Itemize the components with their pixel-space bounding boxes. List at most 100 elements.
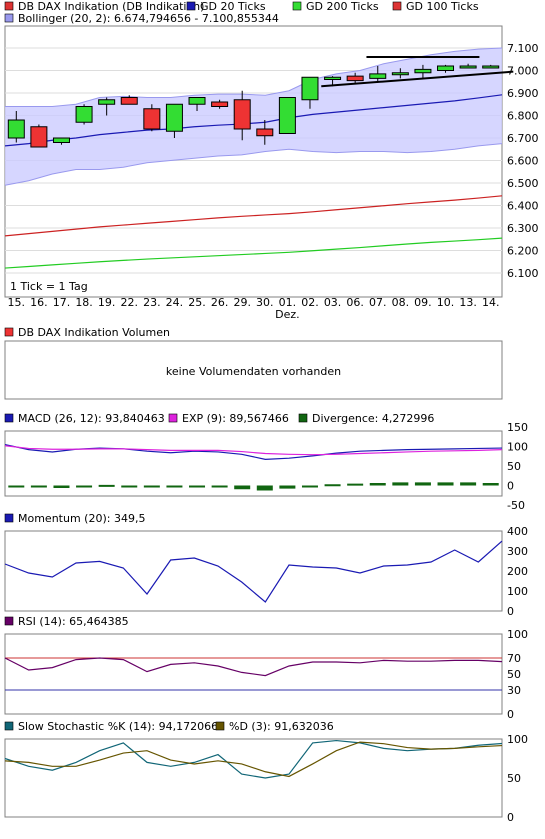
divergence-bar (369, 483, 386, 486)
x-tick-label: 26. (211, 296, 229, 309)
rsi-ref-label-70: 70 (507, 652, 521, 665)
rsi-legend-0-swatch (4, 616, 14, 626)
divergence-bar (414, 482, 431, 486)
candle-body (278, 97, 296, 134)
main-y-tick: 6.100 (507, 267, 539, 280)
volume-panel (4, 340, 503, 400)
divergence-bar (30, 485, 47, 488)
x-tick-label: 03. (324, 296, 342, 309)
x-tick-label: 30. (256, 296, 274, 309)
divergence-bar (392, 482, 409, 486)
gd200-line (4, 237, 503, 269)
stoch-k-line (4, 739, 503, 779)
main-y-tick: 6.700 (507, 132, 539, 145)
gd100-line (4, 195, 503, 237)
candle-body (437, 65, 455, 71)
x-tick-label: 17. (53, 296, 71, 309)
gd20-line (4, 94, 503, 147)
main-legend-1-label: GD 20 Ticks (200, 0, 266, 13)
main-legend-2-label: GD 200 Ticks (306, 0, 379, 13)
candle-body (324, 76, 342, 80)
candle-body (188, 97, 206, 105)
x-tick-label: 25. (188, 296, 206, 309)
main-legend-0-swatch (4, 1, 14, 11)
tick-note: 1 Tick = 1 Tag (10, 280, 88, 293)
x-tick-label: 07. (369, 296, 387, 309)
momentum-y-tick: 400 (507, 525, 528, 538)
candle-body (7, 119, 25, 139)
divergence-bar (482, 483, 499, 486)
macd-y-tick: -50 (507, 499, 525, 512)
x-tick-label: 16. (30, 296, 48, 309)
candle-body (459, 65, 477, 69)
divergence-bar (98, 484, 115, 487)
rsi-ref-label-30: 30 (507, 684, 521, 697)
divergence-bar (8, 485, 25, 488)
macd-legend-1-label: EXP (9): 89,567466 (182, 412, 289, 425)
main-legend-3-swatch (392, 1, 402, 11)
divergence-bar (460, 482, 477, 486)
bollinger-legend-swatch (4, 13, 14, 23)
volume-message: keine Volumendaten vorhanden (166, 365, 341, 378)
divergence-bar (76, 485, 93, 488)
macd-legend-1-swatch (168, 413, 178, 423)
main-y-tick: 6.600 (507, 155, 539, 168)
divergence-bar (189, 485, 206, 488)
candle-body (369, 73, 387, 79)
stochastic-y-tick: 100 (507, 733, 528, 746)
divergence-bar (324, 484, 341, 487)
candle-body (346, 75, 364, 82)
rsi-y-tick: 0 (507, 708, 514, 721)
exp-line (4, 445, 503, 456)
main-legend-3-label: GD 100 Ticks (406, 0, 479, 13)
stochastic-y-tick: 0 (507, 811, 514, 824)
candle-body (211, 101, 229, 107)
rsi-line (4, 657, 503, 677)
momentum-legend-0-swatch (4, 513, 14, 523)
candle-body (120, 97, 138, 105)
candle-body (414, 68, 432, 74)
candle-body (98, 99, 116, 105)
macd-y-tick: 100 (507, 441, 528, 454)
macd-legend-0-label: MACD (26, 12): 93,840463 (18, 412, 165, 425)
momentum-y-tick: 300 (507, 545, 528, 558)
x-month-label: Dez. (275, 308, 300, 321)
main-y-tick: 6.200 (507, 245, 539, 258)
macd-legend-2-label: Divergence: 4,272996 (312, 412, 434, 425)
stochastic-legend-0-swatch (4, 721, 14, 731)
divergence-bar (143, 485, 160, 488)
x-tick-label: 23. (143, 296, 161, 309)
bollinger-legend-label: Bollinger (20, 2): 6.674,794656 - 7.100,… (18, 12, 279, 25)
bollinger-lower-line (4, 143, 503, 186)
main-y-tick: 6.300 (507, 222, 539, 235)
x-tick-label: 18. (75, 296, 93, 309)
main-legend-0-label: DB DAX Indikation (DB Indikation) (18, 0, 204, 13)
divergence-bar (121, 485, 138, 488)
candle-body (75, 106, 93, 123)
stochastic-legend-1-swatch (215, 721, 225, 731)
stoch-d-line (4, 741, 503, 778)
macd-y-tick: 150 (507, 421, 528, 434)
divergence-bar (347, 483, 364, 486)
momentum-panel (4, 530, 503, 612)
momentum-line (4, 540, 503, 603)
momentum-legend-0-label: Momentum (20): 349,5 (18, 512, 145, 525)
x-tick-label: 01. (279, 296, 297, 309)
main-legend-1-swatch (186, 1, 196, 11)
rsi-y-tick: 50 (507, 668, 521, 681)
stochastic-legend-0-label: Slow Stochastic %K (14): 94,172066 (18, 720, 218, 733)
divergence-bar (166, 485, 183, 488)
main-y-tick: 6.800 (507, 110, 539, 123)
candle-body (143, 108, 161, 130)
momentum-y-tick: 0 (507, 605, 514, 618)
macd-legend-0-swatch (4, 413, 14, 423)
volume-legend-swatch (4, 327, 14, 337)
divergence-bar (437, 482, 454, 486)
x-tick-label: 09. (414, 296, 432, 309)
x-tick-label: 19. (98, 296, 116, 309)
momentum-y-tick: 100 (507, 585, 528, 598)
x-tick-label: 10. (437, 296, 455, 309)
rsi-y-tick: 100 (507, 628, 528, 641)
x-tick-label: 15. (8, 296, 26, 309)
